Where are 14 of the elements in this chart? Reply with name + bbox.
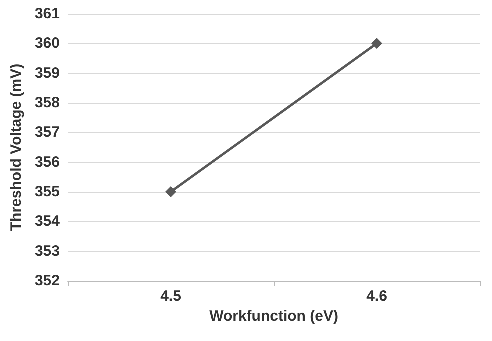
y-tick-label: 359 [34,64,60,82]
x-tick-label: 4.6 [366,288,388,305]
y-tick-label: 360 [34,35,60,52]
y-tick-label: 356 [34,154,60,171]
y-axis-title: Threshold Voltage (mV) [8,64,26,232]
y-tick-label: 357 [34,124,60,142]
y-tick-label: 358 [34,94,60,112]
x-tick-label: 4.5 [160,288,182,305]
y-tick-label: 353 [34,242,60,260]
y-tick-label: 352 [34,272,60,290]
y-tick-label: 355 [34,184,60,200]
x-axis-title: Workfunction (eV) [210,308,338,325]
y-tick-label: 361 [34,6,60,22]
y-tick-label: 354 [34,213,61,230]
